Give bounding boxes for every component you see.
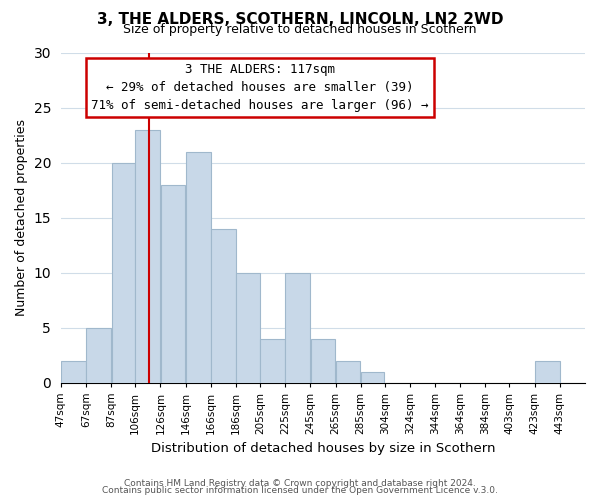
Y-axis label: Number of detached properties: Number of detached properties	[15, 120, 28, 316]
Bar	[260, 338, 285, 382]
Bar	[361, 372, 385, 382]
Bar	[336, 360, 361, 382]
Bar	[86, 328, 111, 382]
Bar	[286, 272, 310, 382]
Bar	[535, 360, 560, 382]
Bar	[311, 338, 335, 382]
Bar	[161, 185, 185, 382]
Text: 3 THE ALDERS: 117sqm
← 29% of detached houses are smaller (39)
71% of semi-detac: 3 THE ALDERS: 117sqm ← 29% of detached h…	[91, 63, 429, 112]
Text: Contains public sector information licensed under the Open Government Licence v.: Contains public sector information licen…	[102, 486, 498, 495]
Bar	[186, 152, 211, 382]
Bar	[136, 130, 160, 382]
Bar	[211, 228, 236, 382]
Bar	[112, 163, 135, 382]
Text: Size of property relative to detached houses in Scothern: Size of property relative to detached ho…	[123, 22, 477, 36]
Bar	[61, 360, 86, 382]
Text: 3, THE ALDERS, SCOTHERN, LINCOLN, LN2 2WD: 3, THE ALDERS, SCOTHERN, LINCOLN, LN2 2W…	[97, 12, 503, 28]
Bar	[236, 272, 260, 382]
Text: Contains HM Land Registry data © Crown copyright and database right 2024.: Contains HM Land Registry data © Crown c…	[124, 478, 476, 488]
X-axis label: Distribution of detached houses by size in Scothern: Distribution of detached houses by size …	[151, 442, 495, 455]
